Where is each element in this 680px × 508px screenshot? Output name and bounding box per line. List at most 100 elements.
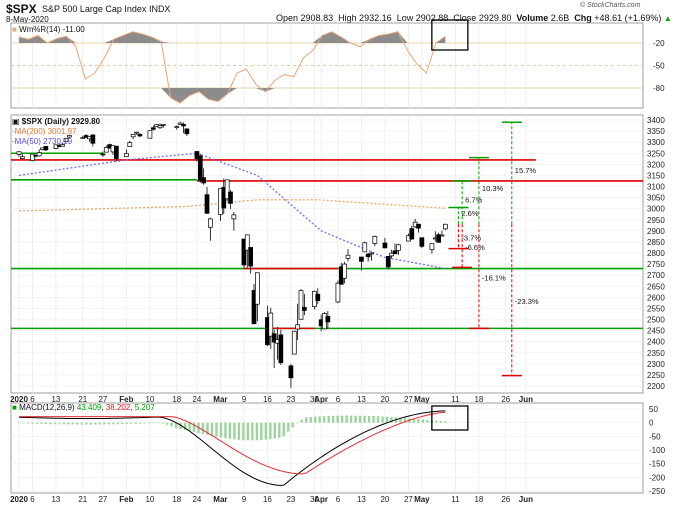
wmr-oversold-fill [19,88,446,103]
macd-histogram-bar [363,415,366,423]
macd-histogram-bar [314,416,317,423]
macd-histogram-bar [152,422,155,424]
candle-body [228,191,233,204]
candle-body [80,137,86,139]
macd-histogram-bar [390,416,393,423]
macd-histogram-bar [439,421,443,423]
candle-body [114,145,119,159]
macd-histogram-bar [53,422,57,425]
price-tick-label: 2600 [647,293,665,302]
macd-histogram-bar [134,422,137,424]
price-tick-label: 2700 [647,271,665,280]
price-tick-label: 3100 [647,183,665,192]
candle-body [204,194,210,214]
macd-histogram-bar [58,422,61,425]
price-tick-label: 2850 [647,238,665,247]
macd-histogram-bar [300,419,303,423]
candle-body [194,151,200,159]
macd-histogram-bar [376,416,380,423]
macd-histogram-bar [206,422,209,435]
macd-histogram-bar [224,422,227,439]
price-tick-label: 3250 [647,149,665,158]
x-tick-label: 24 [192,495,201,504]
macd-histogram-bar [345,415,348,423]
macd-histogram-bar [269,422,272,440]
macd-histogram-bar [71,422,75,425]
candle-body [409,228,415,240]
x-tick-label: 30 [310,495,319,504]
macd-histogram-bar [358,415,362,423]
candle-body [298,290,304,320]
price-tick-label: 3300 [647,138,665,147]
price-tick-label: 2450 [647,327,665,336]
x-tick-label: 27 [404,495,413,504]
macd-histogram-bar [318,416,321,423]
x-tick-label: 23 [286,395,295,404]
candle-body [268,312,274,337]
candle-body [382,242,388,249]
x-tick-label: 6 [336,495,341,504]
x-tick-label: 16 [263,395,272,404]
macd-histogram-bar [67,422,70,425]
x-tick-label: 18 [474,495,483,504]
macd-tick-label: -50 [649,432,661,441]
wmr-legend: ■ Wm%R(14) -11.00 [12,25,85,34]
macd-histogram-bar [215,422,218,437]
macd-histogram-bar [354,415,357,423]
macd-histogram-bar [372,416,375,423]
x-tick-label: 10 [145,495,154,504]
macd-histogram-bar [242,422,245,441]
ma50-line [18,152,446,270]
x-tick-label: 18 [474,395,483,404]
macd-histogram-bar [273,422,277,439]
x-tick-label: 26 [501,495,510,504]
candle-body [241,238,247,266]
macd-histogram-bar [112,422,115,425]
x-tick-label: Feb [119,395,133,404]
candle-body [124,153,129,157]
wmr-tick-label: -20 [653,39,665,48]
macd-histogram-bar [251,422,254,441]
macd-histogram-bar [417,419,420,423]
candle-body [157,125,163,129]
projection-label: 6.7% [465,196,482,205]
macd-histogram-bar [129,422,133,424]
x-tick-label: 13 [357,395,366,404]
macd-histogram-bar [412,418,416,423]
candle-body [302,306,307,311]
macd-histogram-bar [179,422,182,430]
candle-body [248,247,253,267]
candle-body [174,126,180,129]
wmr-tick-label: -50 [653,62,665,71]
price-tick-label: 2550 [647,304,665,313]
x-tick-label: 27 [98,395,107,404]
macd-histogram-bar [192,422,196,433]
candle-body [443,223,448,230]
macd-histogram-bar [435,420,438,423]
macd-histogram-bar [80,422,84,425]
candle-body [20,156,25,159]
symbol: $SPX [6,2,37,16]
x-tick-label: 21 [78,395,87,404]
x-tick-label: 6 [30,495,35,504]
projection-label: 10.3% [482,184,504,193]
candle-body [177,122,183,125]
candle-body [439,234,445,237]
macd-histogram-bar [381,416,384,423]
macd-histogram-bar [85,422,88,425]
macd-histogram-bar [421,419,425,423]
candle-body [201,177,206,184]
projection-label: 2.6% [461,209,478,218]
candle-body [103,147,109,153]
candle-body [335,282,341,303]
candle-body [197,155,203,181]
macd-histogram-bar [121,422,124,425]
price-legend-symbol: ▣ $SPX (Daily) 2929.80 [12,117,101,126]
macd-histogram-bar [138,422,142,424]
candle-body [362,242,368,253]
macd-tick-label: 50 [649,405,658,414]
macd-histogram-bar [322,416,326,423]
candle-body [295,324,300,330]
price-tick-label: 3050 [647,194,665,203]
candle-body [30,153,35,161]
